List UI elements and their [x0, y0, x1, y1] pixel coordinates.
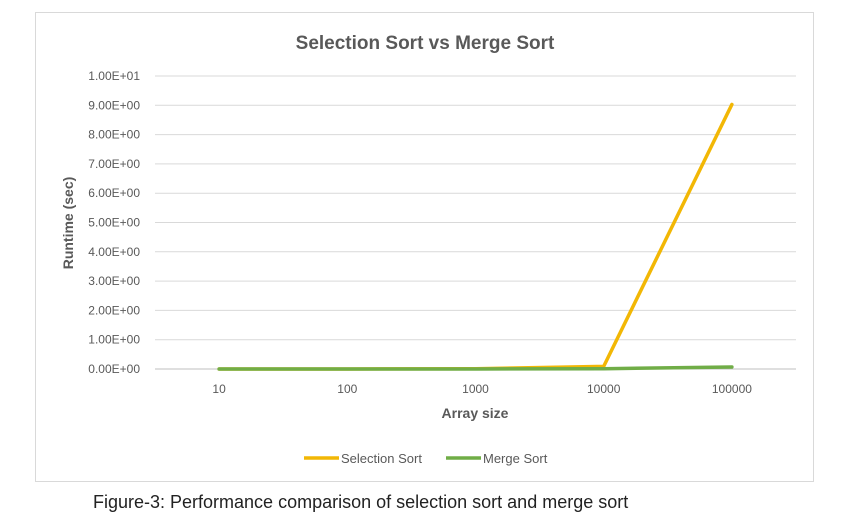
y-tick-label: 4.00E+00	[88, 245, 140, 259]
x-axis-label: Array size	[442, 405, 509, 421]
legend-label: Selection Sort	[341, 451, 422, 466]
legend: Selection Sort Merge Sort	[304, 451, 548, 466]
y-tick-label: 8.00E+00	[88, 128, 140, 142]
y-tick-label: 0.00E+00	[88, 362, 140, 376]
x-tick-label: 10	[212, 382, 226, 396]
gridlines	[155, 75, 796, 370]
legend-label: Merge Sort	[483, 451, 548, 466]
y-tick-label: 1.00E+00	[88, 333, 140, 347]
series-line-selection-sort	[217, 102, 734, 371]
y-tick-label: 7.00E+00	[88, 157, 140, 171]
x-tick-labels: 10 100 1000 10000 100000	[212, 382, 752, 396]
y-tick-label: 5.00E+00	[88, 216, 140, 230]
figure-caption: Figure-3: Performance comparison of sele…	[93, 492, 629, 512]
series-line-merge-sort	[217, 365, 734, 371]
x-tick-label: 100	[337, 382, 357, 396]
y-tick-label: 6.00E+00	[88, 186, 140, 200]
x-tick-label: 100000	[712, 382, 752, 396]
y-tick-label: 3.00E+00	[88, 274, 140, 288]
x-tick-label: 10000	[587, 382, 621, 396]
x-tick-label: 1000	[462, 382, 489, 396]
y-tick-label: 1.00E+01	[88, 69, 140, 83]
chart-title: Selection Sort vs Merge Sort	[296, 33, 555, 54]
y-tick-label: 2.00E+00	[88, 303, 140, 317]
y-tick-labels: 0.00E+00 1.00E+00 2.00E+00 3.00E+00 4.00E+00…	[88, 69, 140, 376]
y-tick-label: 9.00E+00	[88, 98, 140, 112]
chart-frame	[35, 12, 814, 482]
y-axis-label: Runtime (sec)	[60, 177, 76, 270]
series-lines	[217, 102, 734, 371]
